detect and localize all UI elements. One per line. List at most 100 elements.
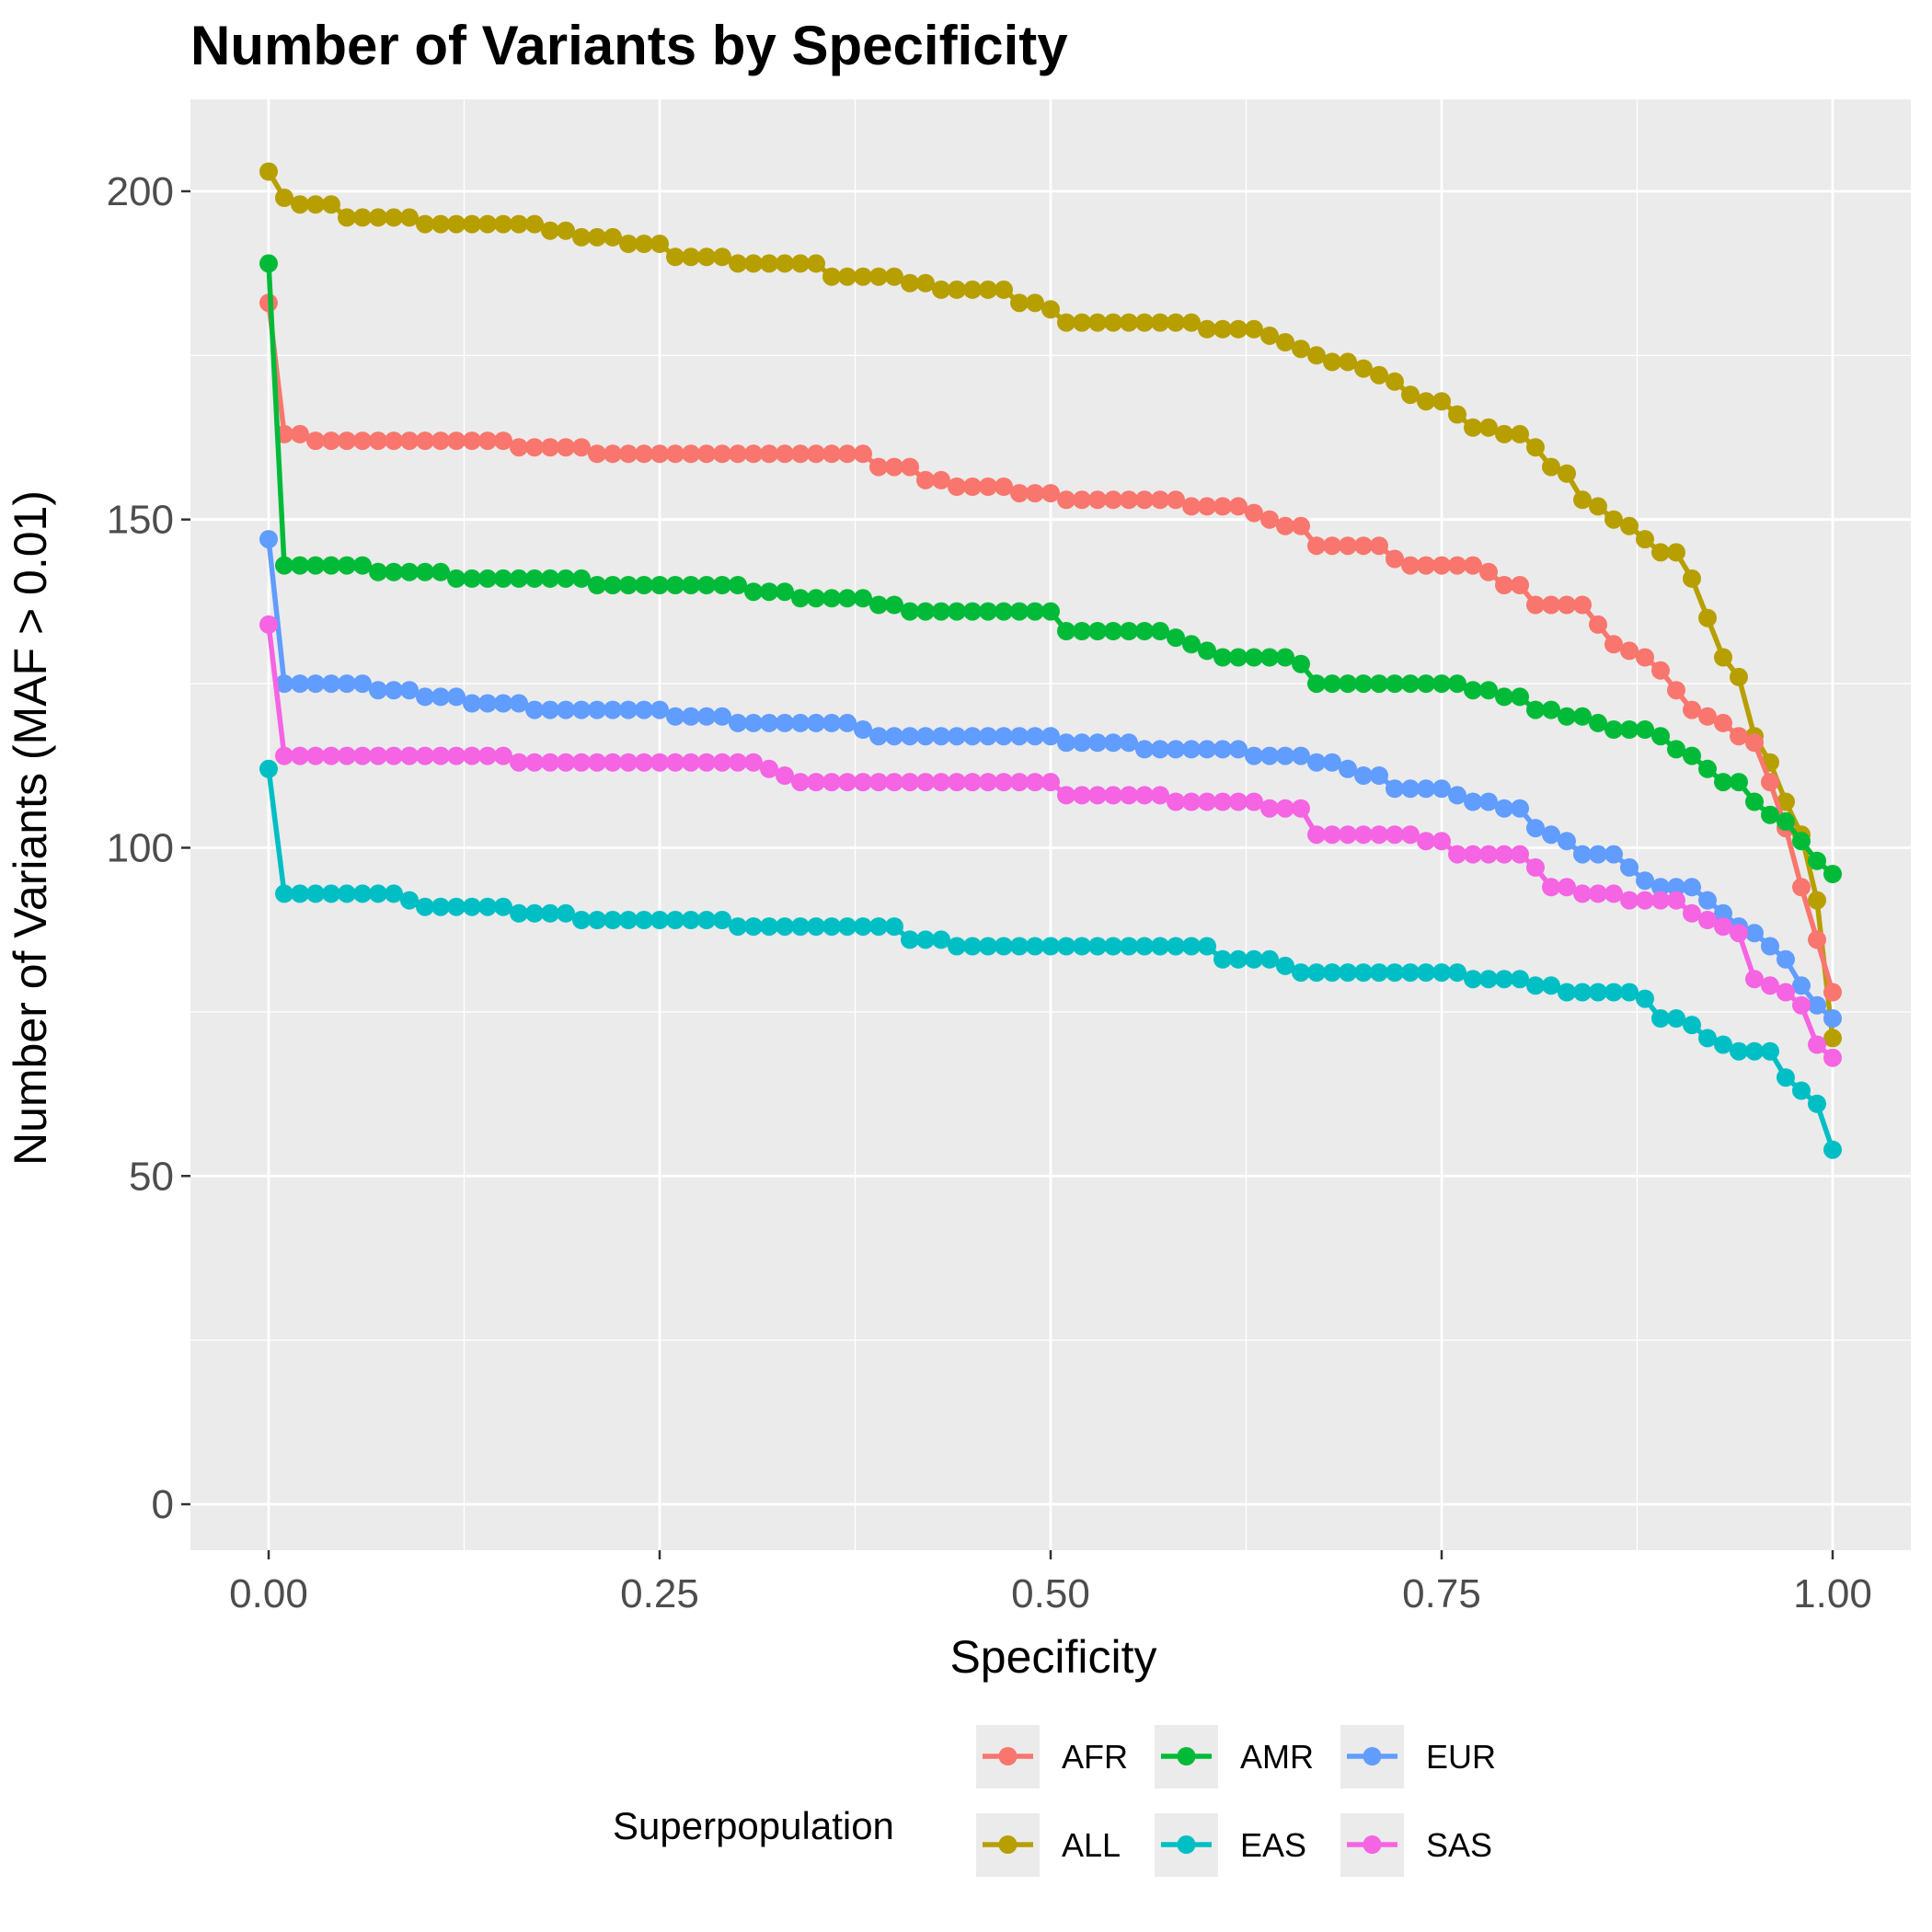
data-point-afr xyxy=(291,424,309,443)
data-point-eas xyxy=(776,917,794,937)
data-point-all xyxy=(650,235,669,253)
data-point-amr xyxy=(1057,622,1075,640)
data-point-eur xyxy=(1620,857,1639,877)
data-point-all xyxy=(510,214,528,234)
data-point-all xyxy=(463,214,481,234)
data-point-eas xyxy=(275,884,293,903)
data-point-all xyxy=(1698,608,1717,627)
data-point-eas xyxy=(1182,937,1201,956)
data-point-eas xyxy=(1777,1068,1795,1087)
data-point-sas xyxy=(822,773,841,792)
data-point-amr xyxy=(306,556,325,575)
data-point-eur xyxy=(744,713,763,732)
data-point-eur xyxy=(525,700,544,719)
data-point-eur xyxy=(1307,753,1326,772)
data-point-amr xyxy=(807,589,825,608)
data-point-all xyxy=(1292,339,1310,359)
series-all xyxy=(259,162,1842,1048)
data-point-eas xyxy=(259,759,278,778)
data-point-eas xyxy=(1823,1140,1842,1159)
data-point-amr xyxy=(1010,602,1029,621)
data-point-all xyxy=(822,267,841,286)
data-point-afr xyxy=(1745,733,1764,753)
data-point-afr xyxy=(1589,615,1607,634)
legend: Superpopulation AFR AMR EUR ALL EAS SAS xyxy=(613,1725,1496,1877)
data-point-amr xyxy=(1573,707,1592,726)
data-point-amr xyxy=(1448,674,1466,694)
data-point-afr xyxy=(431,431,450,451)
data-point-eas xyxy=(353,884,372,903)
data-point-all xyxy=(838,267,857,286)
data-point-amr xyxy=(1229,648,1248,667)
data-point-sas xyxy=(1698,911,1717,929)
data-point-sas xyxy=(869,773,888,792)
data-point-sas xyxy=(1808,1035,1826,1054)
legend-label: AMR xyxy=(1240,1738,1314,1776)
data-point-all xyxy=(1526,438,1545,457)
data-point-amr xyxy=(291,556,309,575)
data-point-eur xyxy=(650,700,669,719)
x-tick-label: 0.00 xyxy=(229,1571,308,1616)
data-point-eas xyxy=(1604,983,1623,1002)
data-point-eas xyxy=(713,911,731,929)
data-point-amr xyxy=(1198,641,1216,661)
data-point-amr xyxy=(385,562,403,581)
data-point-amr xyxy=(1761,805,1779,824)
legend-key-point xyxy=(998,1835,1018,1854)
data-point-amr xyxy=(1307,674,1326,694)
data-point-afr xyxy=(854,444,872,464)
data-point-eur xyxy=(760,713,778,732)
data-point-sas xyxy=(995,773,1013,792)
legend-item-amr: AMR xyxy=(1155,1725,1314,1788)
data-point-afr xyxy=(760,444,778,464)
data-point-eur xyxy=(369,681,387,700)
data-point-all xyxy=(353,208,372,227)
data-point-sas xyxy=(697,753,716,772)
data-point-eas xyxy=(901,930,919,949)
data-point-eas xyxy=(1511,970,1529,989)
data-point-all xyxy=(713,247,731,267)
data-point-eur xyxy=(995,727,1013,746)
data-point-eur xyxy=(885,727,903,746)
data-point-sas xyxy=(525,753,544,772)
data-point-eas xyxy=(1495,970,1513,989)
data-point-eur xyxy=(1667,878,1685,897)
data-point-eur xyxy=(322,674,340,694)
data-point-all xyxy=(1495,424,1513,443)
data-point-eur xyxy=(1511,799,1529,818)
data-point-eur xyxy=(619,700,638,719)
data-point-sas xyxy=(776,766,794,785)
data-point-afr xyxy=(525,438,544,457)
data-point-eas xyxy=(1354,963,1373,983)
data-point-all xyxy=(666,247,684,267)
data-point-amr xyxy=(604,576,622,594)
data-point-all xyxy=(541,221,559,240)
data-point-eur xyxy=(478,694,497,713)
data-point-all xyxy=(1323,352,1341,372)
data-point-eur xyxy=(776,713,794,732)
legend-label: AFR xyxy=(1062,1738,1128,1776)
data-point-all xyxy=(1198,319,1216,339)
data-point-sas xyxy=(1636,891,1654,910)
data-point-eur xyxy=(588,700,606,719)
data-point-eas xyxy=(979,937,997,956)
data-point-eas xyxy=(604,911,622,929)
data-point-sas xyxy=(1620,891,1639,910)
data-point-eas xyxy=(1292,963,1310,983)
data-point-amr xyxy=(1683,746,1701,765)
data-point-afr xyxy=(1573,595,1592,615)
data-point-eas xyxy=(1448,963,1466,983)
data-point-sas xyxy=(478,746,497,765)
data-point-afr xyxy=(901,457,919,477)
data-point-all xyxy=(1479,418,1498,437)
data-point-eur xyxy=(385,681,403,700)
data-point-sas xyxy=(791,773,810,792)
data-point-afr xyxy=(995,477,1013,496)
data-point-all xyxy=(259,162,278,181)
data-point-amr xyxy=(541,569,559,588)
data-point-amr xyxy=(650,576,669,594)
data-point-eas xyxy=(619,911,638,929)
data-point-afr xyxy=(869,457,888,477)
data-point-eas xyxy=(588,911,606,929)
data-point-amr xyxy=(1292,654,1310,673)
